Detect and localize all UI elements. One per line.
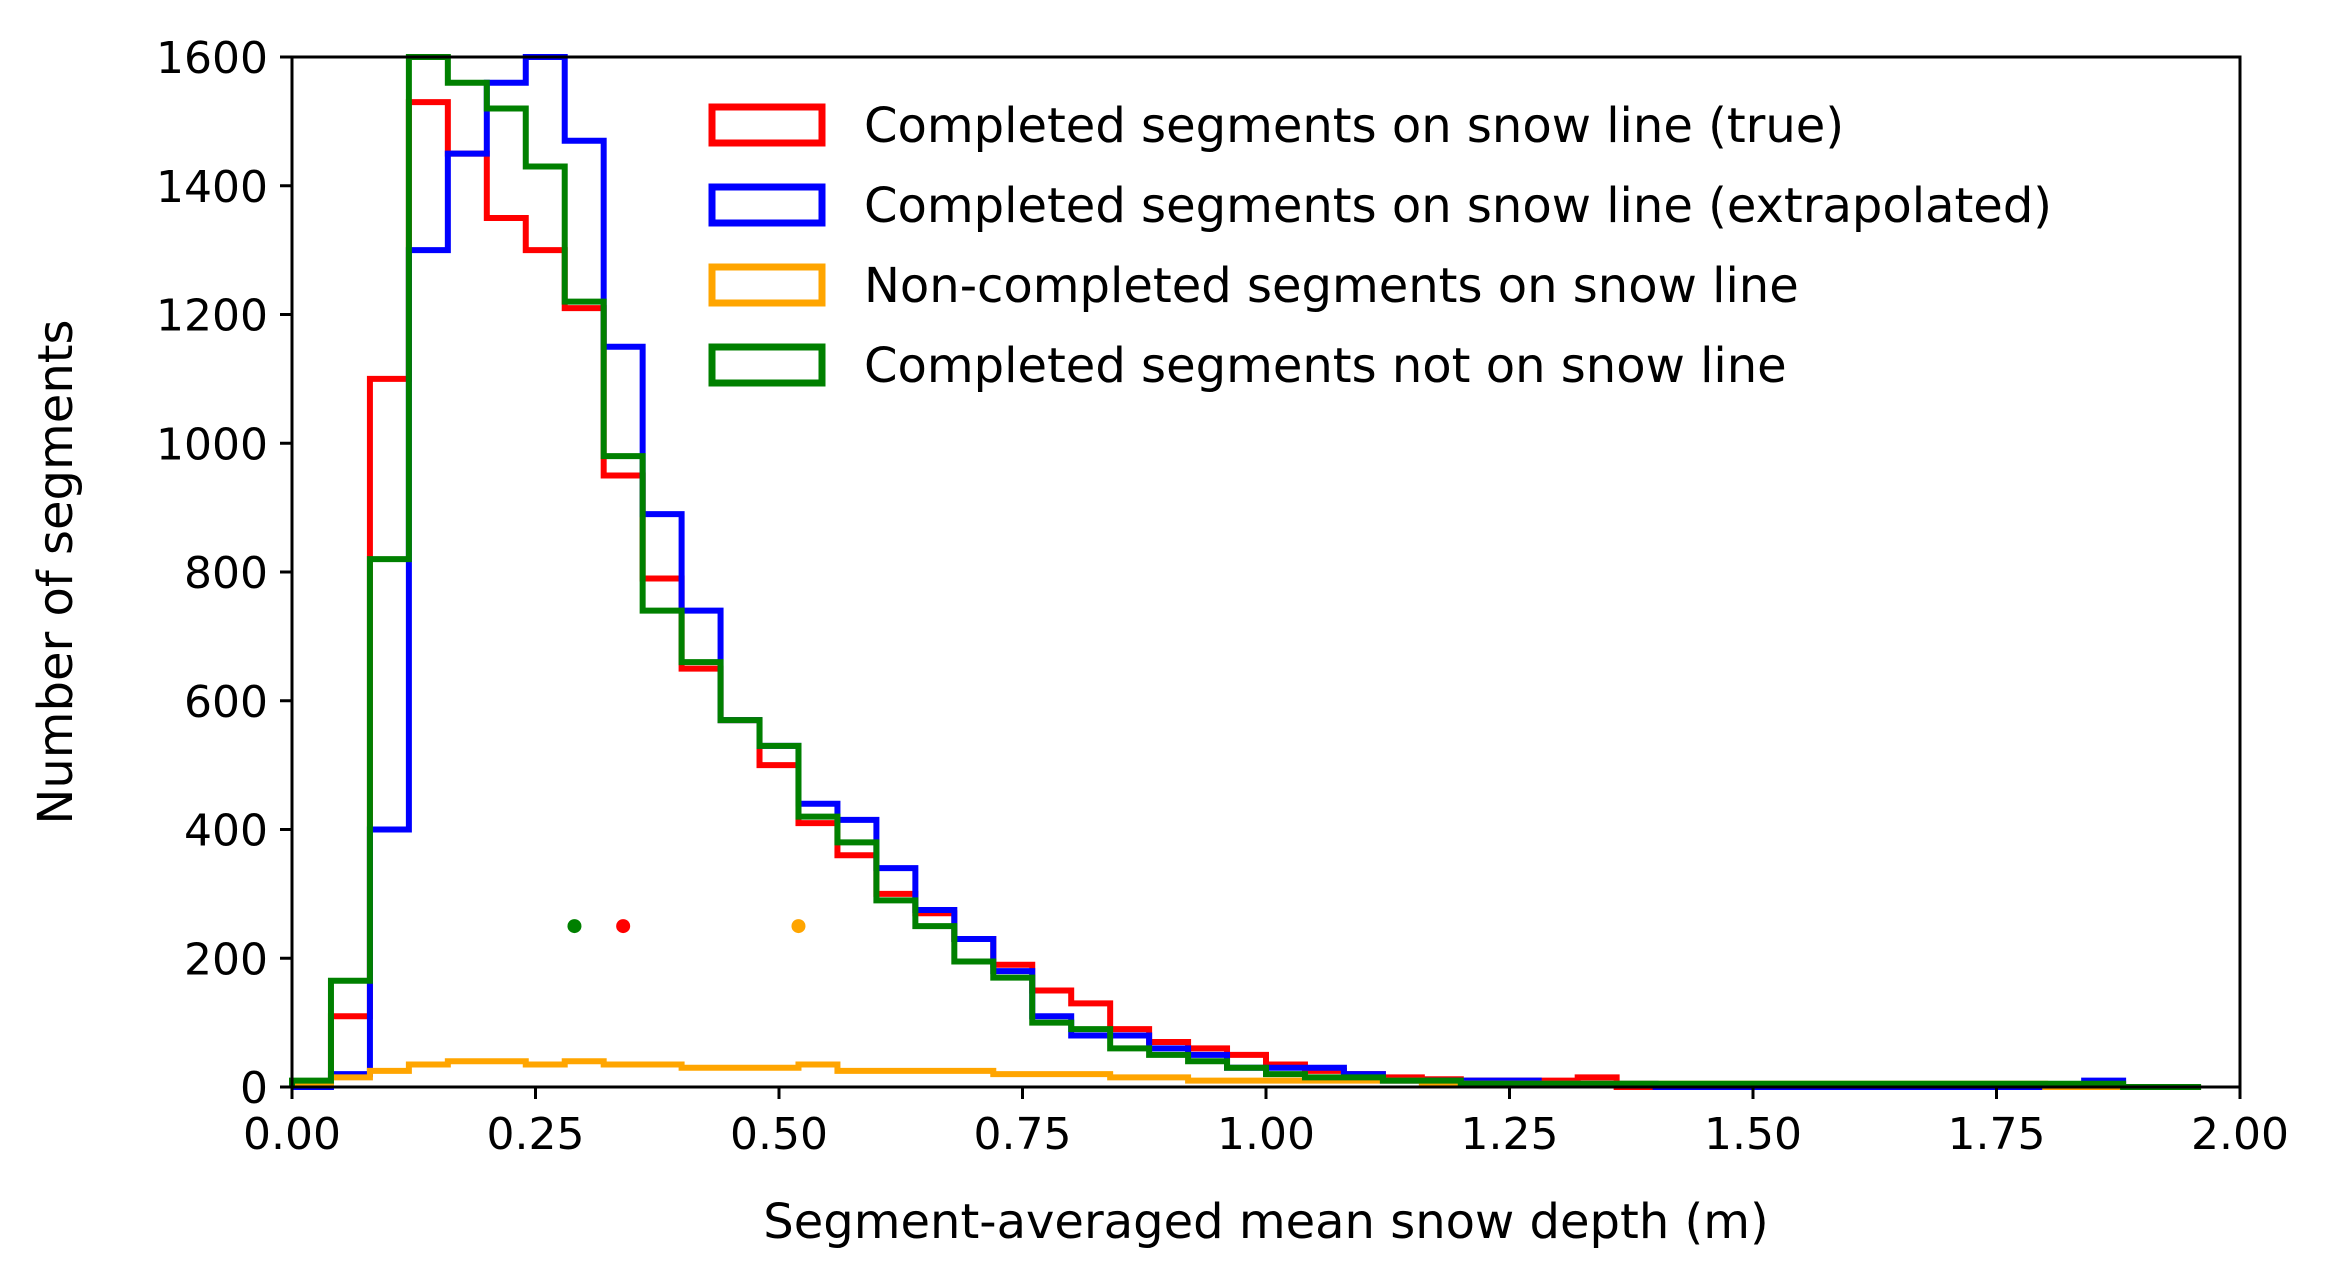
y-tick-label: 200 bbox=[184, 934, 268, 985]
orange-mean-marker bbox=[791, 919, 806, 934]
x-tick-label: 1.00 bbox=[1217, 1109, 1315, 1160]
legend-swatch-0 bbox=[708, 103, 826, 147]
y-tick-label: 1600 bbox=[156, 33, 268, 84]
x-tick-label: 1.75 bbox=[1948, 1109, 2046, 1160]
y-tick-label: 1400 bbox=[156, 162, 268, 213]
y-axis-label: Number of segments bbox=[28, 319, 84, 824]
legend-swatch-2 bbox=[708, 263, 826, 307]
y-tick-label: 800 bbox=[184, 548, 268, 599]
y-tick-label: 400 bbox=[184, 806, 268, 857]
legend-label-0: Completed segments on snow line (true) bbox=[864, 98, 1844, 154]
green-mean-marker bbox=[567, 919, 582, 934]
legend: Completed segments on snow line (true) Co… bbox=[708, 98, 2052, 394]
legend-swatch-1 bbox=[708, 183, 826, 227]
x-tick-label: 0.25 bbox=[487, 1109, 585, 1160]
legend-label-1: Completed segments on snow line (extrapo… bbox=[864, 178, 2052, 234]
y-tick-label: 600 bbox=[184, 677, 268, 728]
x-tick-label: 0.50 bbox=[730, 1109, 828, 1160]
x-tick-label: 1.50 bbox=[1704, 1109, 1802, 1160]
x-axis-label: Segment-averaged mean snow depth (m) bbox=[763, 1194, 1768, 1250]
legend-label-3: Completed segments not on snow line bbox=[864, 338, 1787, 394]
x-tick-label: 0.75 bbox=[974, 1109, 1072, 1160]
x-axis-ticks: 0.00 0.25 0.50 0.75 1.00 1.25 1.50 1.75 2.00 bbox=[243, 1087, 2289, 1160]
x-tick-label: 2.00 bbox=[2191, 1109, 2289, 1160]
x-tick-label: 1.25 bbox=[1461, 1109, 1559, 1160]
y-tick-label: 1200 bbox=[156, 291, 268, 342]
y-tick-label: 0 bbox=[240, 1063, 268, 1114]
legend-swatch-3 bbox=[708, 343, 826, 387]
y-axis-ticks: 0 200 400 600 800 1000 1200 1400 1600 bbox=[156, 33, 292, 1114]
x-tick-label: 0.00 bbox=[243, 1109, 341, 1160]
red-mean-marker bbox=[616, 919, 631, 934]
y-tick-label: 1000 bbox=[156, 419, 268, 470]
series-3-histogram bbox=[289, 54, 2202, 1090]
mean-marker-layer bbox=[567, 919, 806, 934]
legend-label-2: Non-completed segments on snow line bbox=[864, 258, 1799, 314]
